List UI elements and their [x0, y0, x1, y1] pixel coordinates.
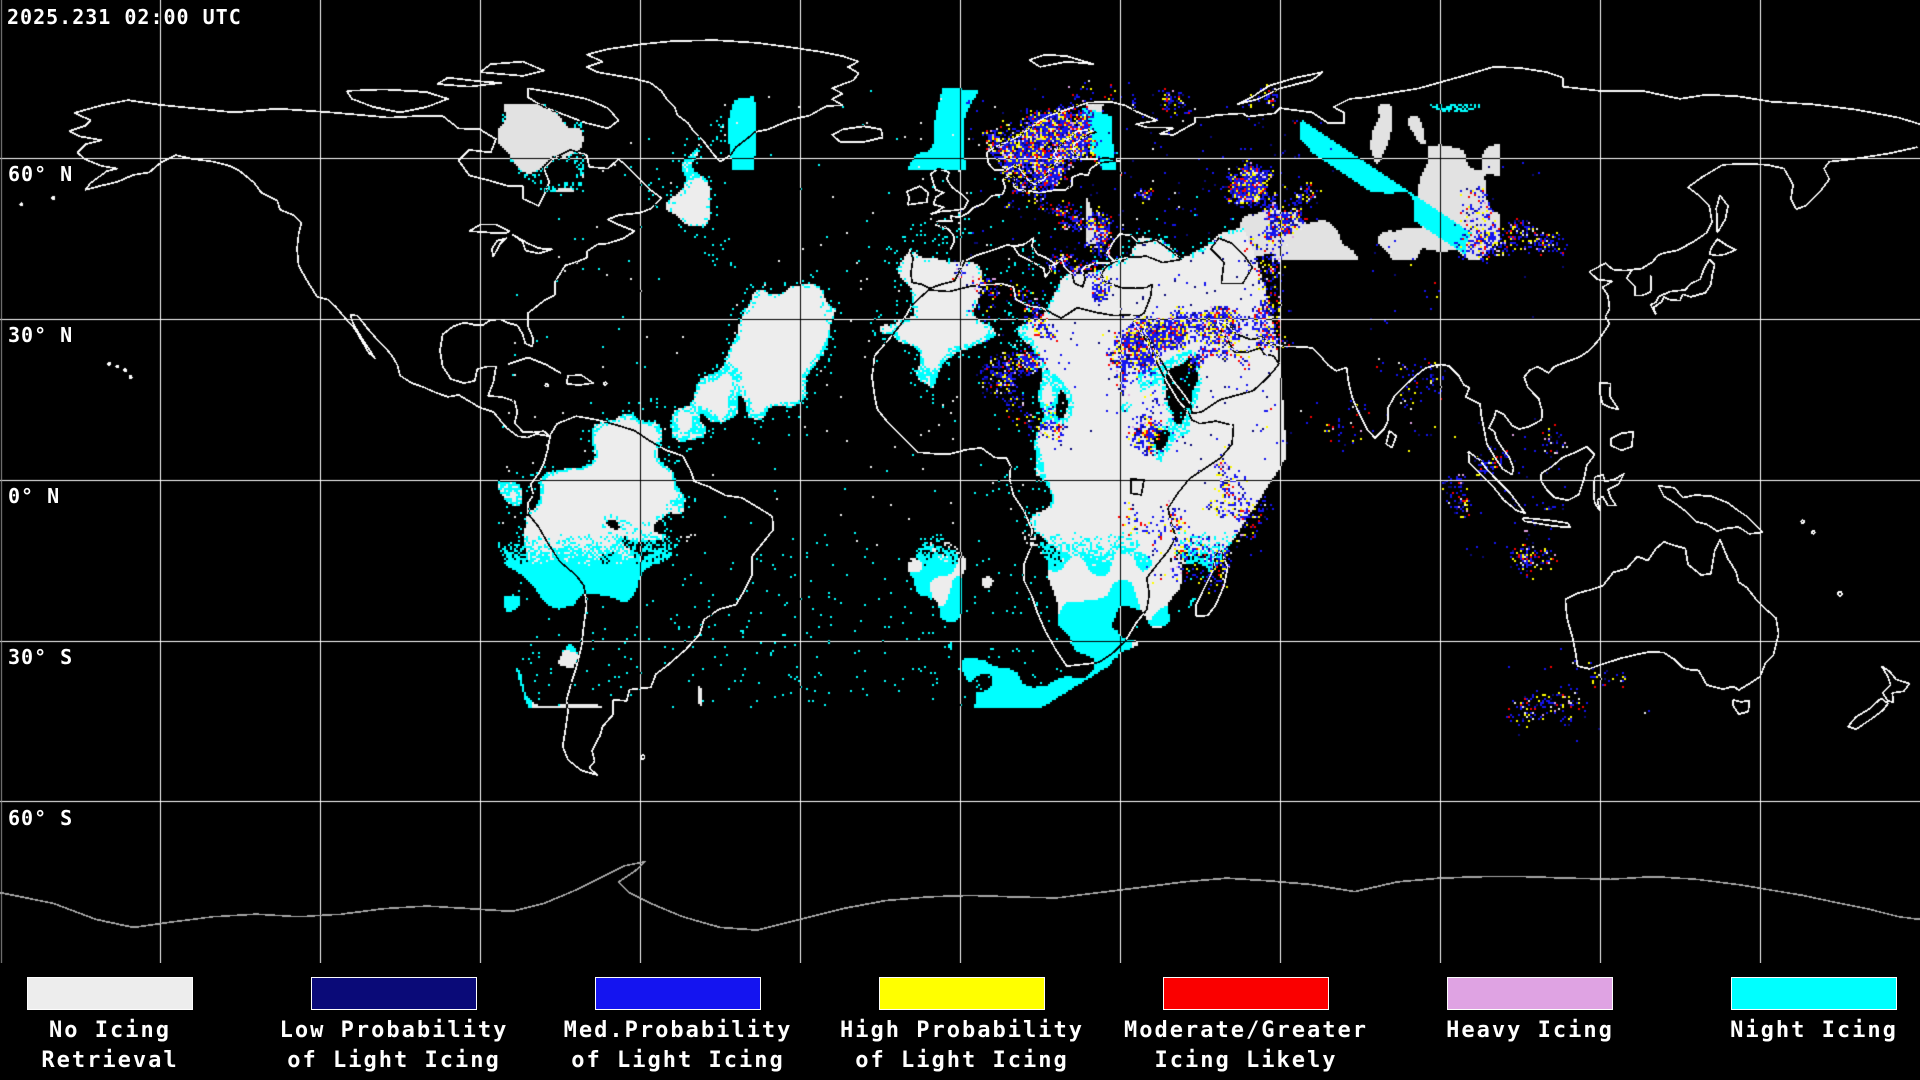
legend-item-low-prob: Low Probability of Light Icing	[244, 963, 544, 1076]
lat-label-60n: 60° N	[8, 162, 74, 186]
low-prob-swatch-icon	[311, 977, 477, 1010]
legend-bar: No Icing Retrieval Low Probability of Li…	[0, 963, 1920, 1080]
legend-item-moderate-greater: Moderate/Greater Icing Likely	[1096, 963, 1396, 1076]
legend-item-heavy-icing: Heavy Icing	[1380, 963, 1680, 1046]
lat-label-30n: 30° N	[8, 323, 74, 347]
lat-label-0n: 0° N	[8, 484, 61, 508]
legend-label: High Probability	[840, 1018, 1084, 1043]
legend-item-night-icing: Night Icing	[1664, 963, 1920, 1046]
lat-label-30s: 30° S	[8, 645, 74, 669]
legend-item-no-icing: No Icing Retrieval	[0, 963, 260, 1076]
high-prob-swatch-icon	[879, 977, 1045, 1010]
legend-label: Moderate/Greater	[1124, 1018, 1368, 1043]
legend-label: Low Probability	[279, 1018, 509, 1043]
med-prob-swatch-icon	[595, 977, 761, 1010]
legend-label: Retrieval	[41, 1048, 179, 1073]
legend-label: Heavy Icing	[1446, 1018, 1614, 1043]
legend-label: Med.Probability	[563, 1018, 793, 1043]
lat-label-60s: 60° S	[8, 806, 74, 830]
night-icing-swatch-icon	[1731, 977, 1897, 1010]
legend-label: No Icing	[49, 1018, 171, 1043]
world-map-canvas	[0, 0, 1920, 963]
legend-item-med-prob: Med.Probability of Light Icing	[528, 963, 828, 1076]
legend-label: Night Icing	[1730, 1018, 1898, 1043]
heavy-icing-swatch-icon	[1447, 977, 1613, 1010]
legend-label: of Light Icing	[855, 1048, 1069, 1073]
legend-label: Icing Likely	[1154, 1048, 1338, 1073]
legend-item-high-prob: High Probability of Light Icing	[812, 963, 1112, 1076]
legend-label: of Light Icing	[287, 1048, 501, 1073]
no-icing-swatch-icon	[27, 977, 193, 1010]
legend-label: of Light Icing	[571, 1048, 785, 1073]
moderate-swatch-icon	[1163, 977, 1329, 1010]
timestamp-label: 2025.231 02:00 UTC	[7, 5, 242, 29]
